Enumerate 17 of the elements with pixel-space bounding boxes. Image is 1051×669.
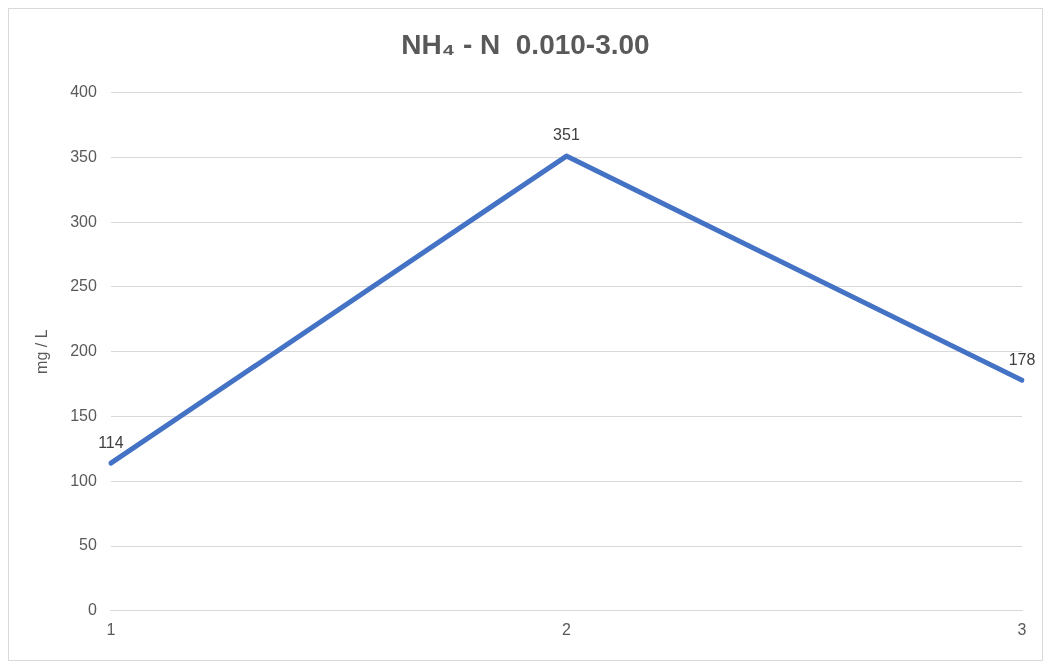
- y-tick-label: 0: [87, 601, 97, 619]
- y-tick-label: 200: [70, 342, 97, 360]
- x-tick-label: 3: [1017, 620, 1027, 638]
- y-tick-label: 100: [70, 471, 97, 489]
- y-tick-label: 250: [70, 277, 97, 295]
- y-tick-label: 400: [70, 83, 97, 101]
- y-tick-label: 150: [70, 406, 97, 424]
- y-tick-label: 300: [70, 212, 97, 230]
- data-label: 351: [553, 126, 580, 144]
- x-tick-label: 1: [106, 620, 116, 638]
- x-tick-label: 2: [561, 620, 571, 638]
- data-label: 178: [1008, 350, 1036, 368]
- y-axis-title: mg / L: [33, 329, 51, 374]
- data-label: 114: [98, 433, 124, 451]
- y-tick-label: 350: [70, 147, 97, 165]
- y-tick-label: 50: [79, 536, 97, 554]
- chart-title: NH₄ - N 0.010-3.00: [401, 28, 650, 60]
